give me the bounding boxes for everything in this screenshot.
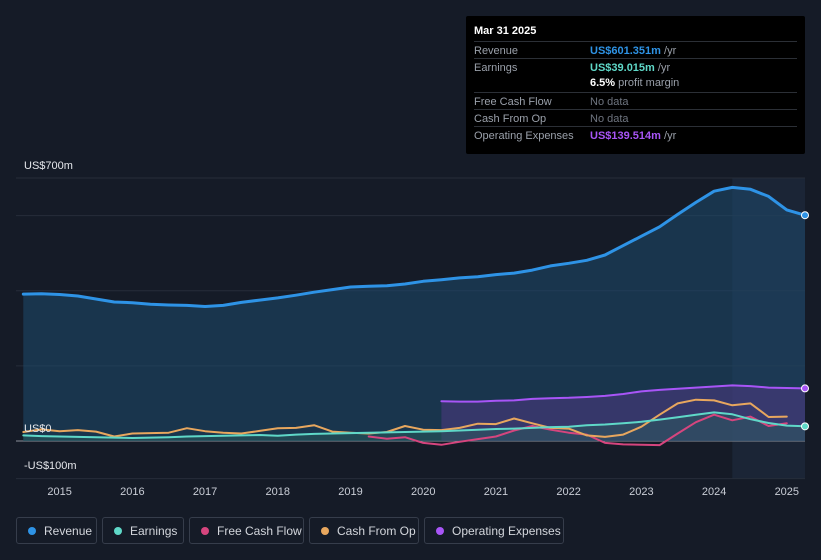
earnings-value: US$39.015m [590, 62, 655, 74]
legend-operating-expenses[interactable]: Operating Expenses [424, 517, 564, 544]
x-tick-label: 2019 [338, 486, 362, 498]
fcf-line [367, 413, 788, 447]
tooltip-value: No data [590, 113, 629, 125]
revenue-end-point [801, 211, 809, 220]
revenue-line [21, 185, 807, 308]
y-label-bottom: -US$100m [24, 460, 77, 472]
legend-label: Earnings [130, 524, 178, 538]
tooltip-label: Free Cash Flow [474, 96, 552, 108]
tooltip-row-opex: Operating Expenses US$139.514m /yr [474, 126, 797, 144]
legend-label: Operating Expenses [452, 524, 561, 538]
unit: /yr [664, 130, 677, 142]
legend-dot-icon [28, 527, 36, 535]
unit: /yr [657, 62, 671, 74]
x-tick-label: 2020 [411, 486, 435, 498]
opex-value: US$139.514m [590, 130, 661, 142]
earnings-area [23, 412, 806, 441]
legend-dot-icon [321, 527, 329, 535]
opex-end-point [801, 384, 809, 393]
x-tick-label: 2015 [47, 486, 71, 498]
legend-free-cash-flow[interactable]: Free Cash Flow [189, 517, 304, 544]
legend-label: Cash From Op [337, 524, 416, 538]
unit: /yr [664, 45, 677, 57]
tooltip-row-cfo: Cash From Op No data [474, 109, 797, 127]
legend-dot-icon [201, 527, 209, 535]
legend-label: Revenue [44, 524, 93, 538]
x-tick-label: 2018 [266, 486, 290, 498]
tooltip-row-fcf: Free Cash Flow No data [474, 92, 797, 110]
x-tick-label: 2022 [556, 486, 580, 498]
earnings-line [22, 411, 806, 439]
tooltip-date: Mar 31 2025 [474, 25, 537, 37]
y-label-top: US$700m [24, 160, 73, 172]
margin-value: 6.5% [590, 77, 616, 89]
chart: 2015 2016 2017 2018 2019 2020 2021 2022 2023 2024… [16, 177, 809, 498]
x-tick-label: 2024 [702, 486, 726, 498]
margin-label: profit margin [618, 77, 680, 89]
tooltip-label: Cash From Op [474, 113, 547, 125]
x-tick-label: 2023 [629, 486, 653, 498]
x-tick-label: 2016 [120, 486, 144, 498]
legend-label: Free Cash Flow [217, 524, 302, 538]
revenue-area [23, 187, 806, 441]
x-tick-label: 2025 [775, 486, 799, 498]
y-label-zero: US$0 [24, 423, 52, 435]
profit-margin: 6.5% profit margin [590, 77, 679, 89]
legend-revenue[interactable]: Revenue [16, 517, 97, 544]
x-tick-label: 2021 [484, 486, 508, 498]
tooltip-value: US$139.514m /yr [590, 130, 676, 142]
tooltip-row-revenue: Revenue US$601.351m /yr [474, 41, 797, 59]
tooltip-label: Revenue [474, 45, 519, 57]
x-tick-label: 2017 [193, 486, 217, 498]
legend-cash-from-op[interactable]: Cash From Op [309, 517, 419, 544]
tooltip-value: US$39.015m /yr [590, 62, 670, 74]
legend-dot-icon [114, 527, 122, 535]
legend-dot-icon [436, 527, 444, 535]
tooltip-label: Earnings [474, 62, 518, 74]
opex-line [440, 384, 806, 403]
tooltip: Mar 31 2025 Revenue US$601.351m /yr Earn… [466, 16, 805, 154]
tooltip-value: No data [590, 96, 629, 108]
tooltip-value: US$601.351m /yr [590, 45, 676, 57]
tooltip-label: Operating Expenses [474, 130, 574, 142]
tooltip-row-earnings: Earnings US$39.015m /yr [474, 58, 797, 93]
earnings-end-point [801, 422, 809, 431]
revenue-value: US$601.351m [590, 45, 661, 57]
legend-earnings[interactable]: Earnings [102, 517, 184, 544]
cfo-line [22, 398, 788, 438]
